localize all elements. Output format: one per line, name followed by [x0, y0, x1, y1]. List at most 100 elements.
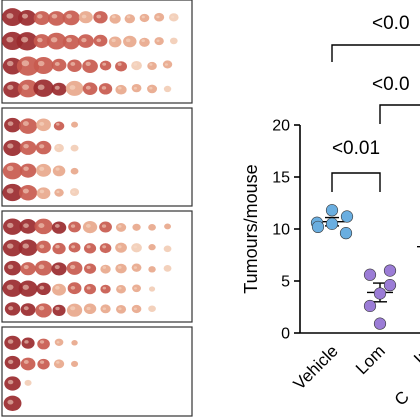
tumour-highlight	[7, 339, 14, 344]
tumour-highlight	[70, 264, 76, 270]
tumour-sample	[66, 303, 83, 317]
tumour-sample	[53, 121, 65, 131]
tumour-sample	[115, 223, 127, 232]
x-axis-categories: Vehicle Lom Im C	[290, 341, 420, 409]
p-value-vehicle-lom: <0.01	[332, 138, 380, 159]
tumour-sample	[24, 379, 32, 386]
tumour-highlight	[6, 165, 14, 171]
tumour-highlight	[81, 37, 87, 43]
tumour-sample	[99, 243, 112, 254]
data-point	[383, 264, 397, 277]
tumour-highlight	[6, 60, 14, 67]
data-point	[325, 204, 339, 217]
tumour-highlight	[71, 190, 75, 194]
tumour-sample	[132, 223, 141, 231]
tumour-highlight	[54, 62, 60, 66]
tumour-sample	[51, 82, 67, 96]
tumour-highlight	[23, 306, 29, 311]
tumour-highlight	[51, 13, 58, 19]
tumour-highlight	[149, 63, 153, 66]
tumour-highlight	[38, 305, 45, 311]
tumour-sample	[115, 84, 127, 95]
tumour-highlight	[117, 62, 122, 66]
p-value-lom-far: <0.0	[372, 74, 410, 95]
tumour-highlight	[85, 85, 91, 90]
tumour-highlight	[133, 266, 138, 269]
tumour-sample	[20, 357, 36, 371]
tumour-highlight	[6, 188, 14, 194]
tumour-sample	[37, 358, 50, 370]
tumour-highlight	[149, 86, 153, 90]
tumour-highlight	[102, 245, 107, 249]
tumour-sample	[52, 242, 66, 255]
scatter-chart: 0 5 10 15 20 Tumours/mouse <0.01 <0.0 <0.0 Veh…	[241, 13, 420, 410]
tumour-highlight	[37, 14, 43, 19]
tumour-highlight	[7, 84, 14, 90]
tumour-highlight	[86, 306, 91, 311]
tumour-sample	[108, 36, 122, 48]
tumour-highlight	[8, 359, 14, 364]
tumour-sample	[51, 221, 67, 234]
tumour-highlight	[70, 285, 76, 290]
data-point	[325, 217, 339, 230]
y-tick-label: 5	[281, 274, 290, 291]
tumour-sample	[36, 163, 52, 177]
tumour-highlight	[37, 37, 43, 43]
tumour-highlight	[21, 13, 29, 19]
tumour-highlight	[55, 285, 60, 290]
tumour-sample	[71, 360, 79, 367]
tumour-highlight	[133, 307, 138, 311]
tumour-highlight	[102, 62, 107, 66]
tumour-sample	[124, 14, 136, 24]
tumour-highlight	[118, 224, 122, 228]
tumour-highlight	[50, 37, 58, 43]
p-value-vehicle-far: <0.0	[372, 13, 410, 34]
tumour-highlight	[171, 15, 175, 19]
tumour-sample	[2, 162, 23, 180]
tumour-sample	[18, 184, 38, 201]
tumour-highlight	[69, 85, 76, 90]
tumour-highlight	[118, 307, 122, 311]
tumour-highlight	[86, 265, 91, 269]
data-point	[339, 227, 353, 240]
bracket-vehicle-lom	[331, 172, 381, 192]
tumour-highlight	[56, 122, 60, 126]
tumour-highlight	[6, 13, 14, 19]
tumour-sample	[37, 338, 50, 350]
tumour-highlight	[117, 245, 122, 249]
tumour-highlight	[6, 284, 14, 290]
tumour-sample	[36, 187, 51, 200]
tumour-highlight	[8, 306, 14, 311]
tumour-sample	[147, 61, 157, 71]
tumour-highlight	[7, 264, 14, 270]
tumour-sample	[139, 13, 150, 23]
category-label-second-line: C	[391, 387, 413, 409]
tumour-highlight	[6, 243, 14, 249]
tumour-sample	[51, 262, 67, 276]
tumour-highlight	[39, 166, 45, 171]
tumour-highlight	[21, 36, 29, 43]
tumour-sample	[53, 359, 65, 369]
tumour-sample	[21, 337, 35, 349]
tumour-highlight	[7, 399, 14, 405]
tumour-highlight	[133, 245, 138, 249]
tumour-highlight	[40, 360, 45, 364]
tumour-sample	[16, 56, 40, 76]
data-point	[373, 317, 387, 330]
tumour-sample	[62, 34, 80, 50]
tumour-sample	[139, 37, 150, 47]
tumour-highlight	[21, 60, 30, 67]
tumour-highlight	[102, 266, 107, 269]
tumour-highlight	[23, 359, 29, 364]
tumour-sample	[83, 243, 97, 254]
y-tick-label: 20	[272, 118, 290, 135]
tumour-sample	[62, 10, 80, 26]
tumour-sample	[52, 283, 66, 296]
tumour-sample	[163, 265, 172, 272]
tumour-highlight	[22, 121, 29, 126]
tumour-sample	[148, 224, 156, 231]
category-label: Vehicle	[290, 341, 342, 393]
tumour-highlight	[22, 84, 30, 90]
data-point	[363, 299, 377, 313]
tumour-highlight	[111, 38, 116, 43]
